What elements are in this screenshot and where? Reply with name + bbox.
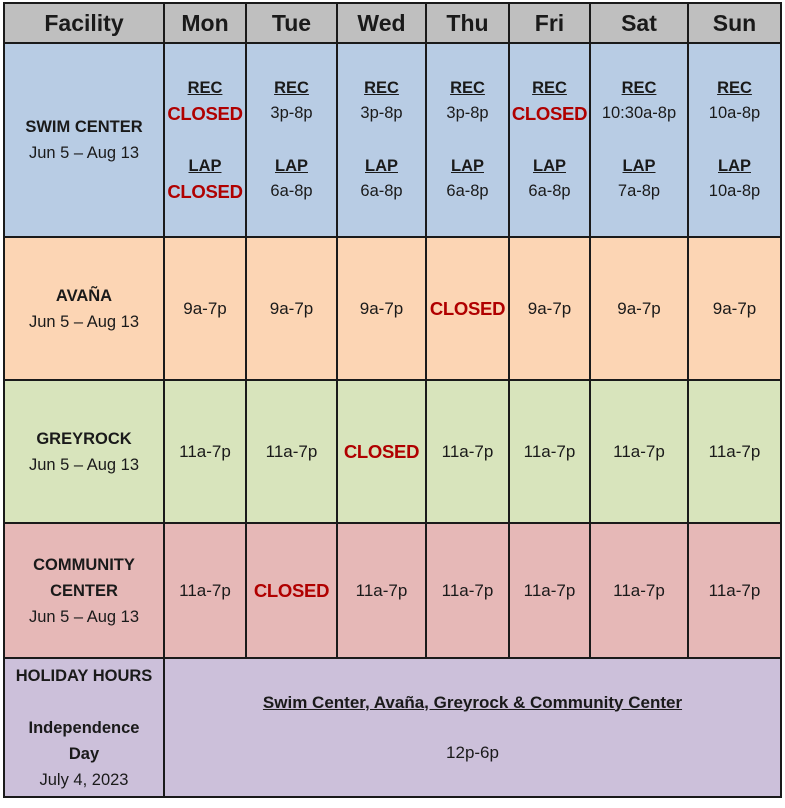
holiday-event: Day: [68, 744, 100, 763]
hours-cell: 11a-7p: [163, 522, 247, 659]
rec-label: REC: [717, 79, 752, 97]
header-day: Mon: [163, 2, 247, 44]
lap-hours: 10a-8p: [708, 182, 761, 200]
rec-hours: 10:30a-8p: [601, 104, 677, 122]
schedule-table: Facility Mon Tue Wed Thu Fri Sat Sun SWI…: [3, 2, 782, 798]
facility-greyrock: GREYROCK Jun 5 – Aug 13: [3, 379, 165, 524]
hours-cell: 11a-7p: [508, 522, 591, 659]
lap-label: LAP: [718, 157, 751, 175]
hours-cell: 11a-7p: [589, 522, 689, 659]
swim-cell: REC CLOSED LAP CLOSED: [163, 42, 247, 238]
facility-dates: Jun 5 – Aug 13: [28, 312, 140, 331]
facility-dates: Jun 5 – Aug 13: [28, 455, 140, 474]
rec-hours: 3p-8p: [446, 104, 489, 122]
holiday-event: Independence: [28, 718, 140, 737]
lap-hours: 7a-8p: [617, 182, 661, 200]
facility-name: GREYROCK: [36, 429, 132, 448]
hours-cell: 11a-7p: [589, 379, 689, 524]
hours-cell: 9a-7p: [163, 236, 247, 381]
lap-hours: 6a-8p: [446, 182, 489, 200]
swim-cell: REC CLOSED LAP 6a-8p: [508, 42, 591, 238]
hours-cell: 11a-7p: [687, 522, 782, 659]
lap-hours: CLOSED: [167, 181, 243, 202]
header-row: Facility Mon Tue Wed Thu Fri Sat Sun: [3, 2, 782, 44]
hours-cell: 11a-7p: [508, 379, 591, 524]
rec-label: REC: [364, 79, 399, 97]
swim-cell: REC 3p-8p LAP 6a-8p: [245, 42, 338, 238]
closed-cell: CLOSED: [425, 236, 510, 381]
hours-cell: 11a-7p: [245, 379, 338, 524]
facility-name: AVAÑA: [55, 286, 113, 305]
lap-hours: 6a-8p: [360, 182, 403, 200]
row-swim-center: SWIM CENTER Jun 5 – Aug 13 REC CLOSED LA…: [3, 42, 782, 238]
row-community-center: COMMUNITY CENTER Jun 5 – Aug 13 11a-7p C…: [3, 522, 782, 659]
holiday-label-cell: HOLIDAY HOURS Independence Day July 4, 2…: [3, 657, 165, 798]
lap-label: LAP: [365, 157, 398, 175]
hours-cell: 9a-7p: [687, 236, 782, 381]
rec-label: REC: [274, 79, 309, 97]
lap-hours: 6a-8p: [270, 182, 313, 200]
header-day: Sat: [589, 2, 689, 44]
lap-hours: 6a-8p: [528, 182, 571, 200]
swim-cell: REC 3p-8p LAP 6a-8p: [336, 42, 427, 238]
rec-hours: CLOSED: [167, 103, 243, 124]
hours-cell: 9a-7p: [336, 236, 427, 381]
header-facility: Facility: [3, 2, 165, 44]
facility-avana: AVAÑA Jun 5 – Aug 13: [3, 236, 165, 381]
rec-label: REC: [450, 79, 485, 97]
facility-name: CENTER: [50, 581, 118, 600]
header-day: Wed: [336, 2, 427, 44]
lap-label: LAP: [451, 157, 484, 175]
hours-cell: 9a-7p: [589, 236, 689, 381]
holiday-date: July 4, 2023: [39, 770, 129, 789]
rec-label: REC: [532, 79, 567, 97]
closed-cell: CLOSED: [245, 522, 338, 659]
hours-cell: 11a-7p: [425, 379, 510, 524]
row-greyrock: GREYROCK Jun 5 – Aug 13 11a-7p 11a-7p CL…: [3, 379, 782, 524]
header-day: Fri: [508, 2, 591, 44]
rec-label: REC: [187, 79, 223, 97]
facility-swim-center: SWIM CENTER Jun 5 – Aug 13: [3, 42, 165, 238]
swim-cell: REC 3p-8p LAP 6a-8p: [425, 42, 510, 238]
swim-cell: REC 10:30a-8p LAP 7a-8p: [589, 42, 689, 238]
header-day: Thu: [425, 2, 510, 44]
facility-name: SWIM CENTER: [25, 118, 143, 136]
holiday-facilities: Swim Center, Avaña, Greyrock & Community…: [262, 692, 683, 712]
hours-cell: 11a-7p: [425, 522, 510, 659]
hours-cell: 9a-7p: [508, 236, 591, 381]
hours-cell: 9a-7p: [245, 236, 338, 381]
swim-cell: REC 10a-8p LAP 10a-8p: [687, 42, 782, 238]
facility-dates: Jun 5 – Aug 13: [28, 607, 140, 626]
lap-label: LAP: [188, 157, 222, 175]
lap-label: LAP: [533, 157, 566, 175]
hours-cell: 11a-7p: [336, 522, 427, 659]
rec-hours: 3p-8p: [360, 104, 403, 122]
header-day: Sun: [687, 2, 782, 44]
holiday-title: HOLIDAY HOURS: [15, 666, 153, 685]
lap-label: LAP: [622, 157, 656, 175]
facility-community-center: COMMUNITY CENTER Jun 5 – Aug 13: [3, 522, 165, 659]
holiday-hours: 12p-6p: [446, 742, 499, 762]
facility-name: COMMUNITY: [33, 555, 135, 574]
header-day: Tue: [245, 2, 338, 44]
closed-cell: CLOSED: [336, 379, 427, 524]
rec-label: REC: [621, 79, 657, 97]
hours-cell: 11a-7p: [163, 379, 247, 524]
lap-label: LAP: [275, 157, 308, 175]
rec-hours: CLOSED: [511, 103, 588, 124]
facility-dates: Jun 5 – Aug 13: [28, 144, 140, 162]
row-holiday-hours: HOLIDAY HOURS Independence Day July 4, 2…: [3, 657, 782, 798]
rec-hours: 3p-8p: [270, 104, 313, 122]
row-avana: AVAÑA Jun 5 – Aug 13 9a-7p 9a-7p 9a-7p C…: [3, 236, 782, 381]
holiday-hours-cell: Swim Center, Avaña, Greyrock & Community…: [163, 657, 782, 798]
hours-cell: 11a-7p: [687, 379, 782, 524]
rec-hours: 10a-8p: [708, 104, 761, 122]
